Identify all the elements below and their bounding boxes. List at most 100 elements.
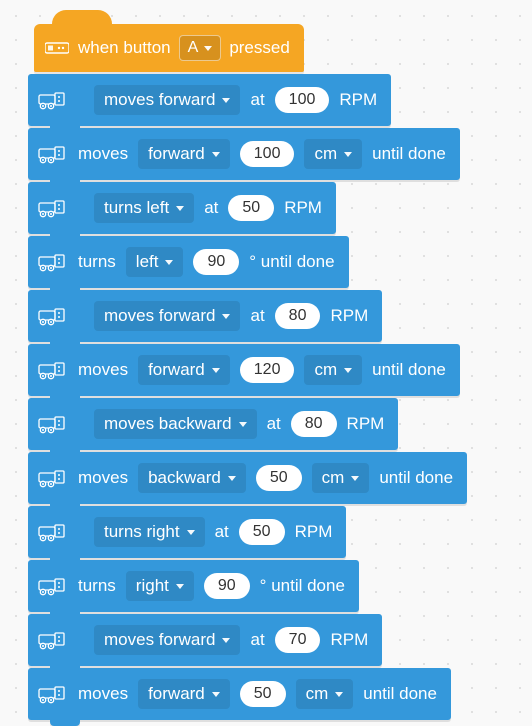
motion-block[interactable]: moves forward 50 cm until done [28,668,451,720]
chevron-down-icon [204,46,212,51]
action-dropdown[interactable]: moves forward [94,301,240,331]
chevron-down-icon [335,692,343,697]
chevron-down-icon [222,98,230,103]
device-icon [44,39,70,57]
value-input[interactable]: 90 [193,249,239,275]
chevron-down-icon [222,314,230,319]
label-verb: moves [78,144,128,164]
direction-dropdown[interactable]: left [126,247,184,277]
value-input[interactable]: 100 [275,87,330,113]
motion-block[interactable]: turns left 90 ° until done [28,236,349,288]
action-dropdown[interactable]: turns right [94,517,205,547]
chevron-down-icon [228,476,236,481]
robot-icon [36,304,68,328]
label-at: at [267,414,281,434]
value-input[interactable]: 80 [291,411,337,437]
label-unit: RPM [339,90,377,110]
motion-block[interactable]: moves backward at 80 RPM [28,398,398,450]
action-dropdown[interactable]: moves forward [94,85,240,115]
chevron-down-icon [212,692,220,697]
label-until-done: until done [372,360,446,380]
motion-block[interactable]: turns left at 50 RPM [28,182,336,234]
label-until-done: until done [363,684,437,704]
value-input[interactable]: 50 [239,519,285,545]
robot-icon [36,358,68,382]
label-at: at [215,522,229,542]
label-unit: RPM [295,522,333,542]
unit-dropdown[interactable]: cm [296,679,354,709]
label-until-done: ° until done [249,252,334,272]
unit-dropdown[interactable]: cm [312,463,370,493]
label-unit: RPM [330,306,368,326]
value-input[interactable]: 120 [240,357,295,383]
chevron-down-icon [222,638,230,643]
motion-block[interactable]: moves forward at 100 RPM [28,74,391,126]
event-when-button-pressed[interactable]: when button A pressed [34,24,304,72]
label-unit: RPM [284,198,322,218]
chevron-down-icon [212,368,220,373]
direction-dropdown[interactable]: right [126,571,194,601]
value-input[interactable]: 80 [275,303,321,329]
unit-dropdown[interactable]: cm [304,139,362,169]
block-stack: when button A pressed moves forward at 100… [28,24,532,720]
label-verb: turns [78,252,116,272]
value-input[interactable]: 100 [240,141,295,167]
robot-icon [36,520,68,544]
label-unit: RPM [347,414,385,434]
label-at: at [250,90,264,110]
action-dropdown[interactable]: moves forward [94,625,240,655]
label-unit: RPM [330,630,368,650]
value-input[interactable]: 70 [275,627,321,653]
robot-icon [36,574,68,598]
label-verb: moves [78,360,128,380]
label-at: at [250,306,264,326]
action-dropdown[interactable]: moves backward [94,409,257,439]
motion-block[interactable]: moves forward at 70 RPM [28,614,382,666]
robot-icon [36,142,68,166]
label-until-done: until done [372,144,446,164]
label-until-done: ° until done [260,576,345,596]
direction-dropdown[interactable]: backward [138,463,246,493]
motion-block[interactable]: moves forward 100 cm until done [28,128,460,180]
motion-block[interactable]: turns right 90 ° until done [28,560,359,612]
robot-icon [36,682,68,706]
chevron-down-icon [344,368,352,373]
button-dropdown[interactable]: A [179,35,222,61]
label-verb: turns [78,576,116,596]
motion-block[interactable]: moves forward 120 cm until done [28,344,460,396]
robot-icon [36,412,68,436]
direction-dropdown[interactable]: forward [138,355,230,385]
label-at: at [250,630,264,650]
chevron-down-icon [187,530,195,535]
chevron-down-icon [239,422,247,427]
value-input[interactable]: 50 [228,195,274,221]
chevron-down-icon [344,152,352,157]
chevron-down-icon [176,584,184,589]
value-input[interactable]: 90 [204,573,250,599]
motion-block[interactable]: moves forward at 80 RPM [28,290,382,342]
chevron-down-icon [351,476,359,481]
label-at: at [204,198,218,218]
label-until-done: until done [379,468,453,488]
robot-icon [36,628,68,652]
label-verb: moves [78,684,128,704]
motion-block[interactable]: moves backward 50 cm until done [28,452,467,504]
robot-icon [36,250,68,274]
chevron-down-icon [212,152,220,157]
button-value: A [188,39,199,57]
label-verb: moves [78,468,128,488]
direction-dropdown[interactable]: forward [138,679,230,709]
robot-icon [36,466,68,490]
action-dropdown[interactable]: turns left [94,193,194,223]
unit-dropdown[interactable]: cm [304,355,362,385]
robot-icon [36,196,68,220]
robot-icon [36,88,68,112]
chevron-down-icon [165,260,173,265]
value-input[interactable]: 50 [256,465,302,491]
value-input[interactable]: 50 [240,681,286,707]
direction-dropdown[interactable]: forward [138,139,230,169]
chevron-down-icon [176,206,184,211]
event-suffix: pressed [229,38,289,58]
motion-block[interactable]: turns right at 50 RPM [28,506,346,558]
event-prefix: when button [78,38,171,58]
